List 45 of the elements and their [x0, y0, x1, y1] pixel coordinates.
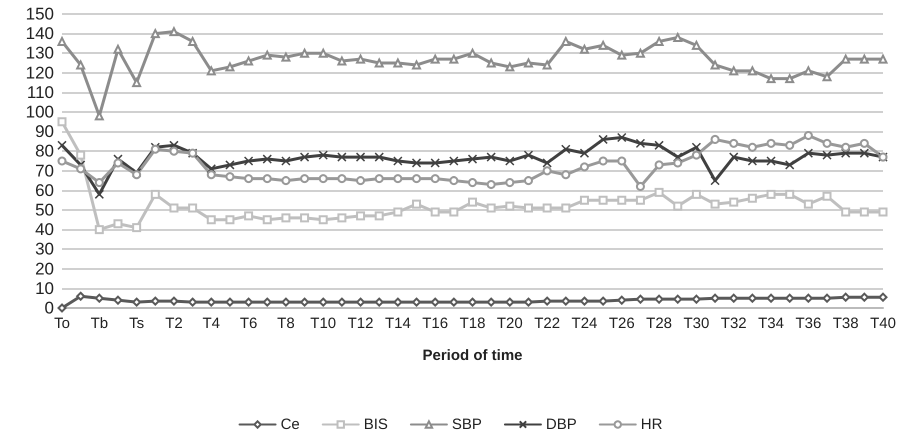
x-tick-label: T20: [496, 315, 523, 332]
legend-label: DBP: [546, 416, 577, 433]
y-tick-label: 120: [26, 63, 54, 82]
x-tick-label: T28: [646, 315, 672, 332]
x-tick-label: T32: [720, 315, 747, 332]
y-tick-label: 60: [35, 180, 54, 200]
x-tick-label: T24: [572, 315, 598, 332]
x-tick-label: T34: [758, 315, 784, 332]
y-tick-label: 70: [35, 161, 54, 180]
x-tick-label: T2: [165, 315, 183, 332]
x-tick-label: T12: [348, 315, 374, 332]
y-tick-label: 80: [35, 142, 54, 161]
x-tick-label: T10: [310, 315, 336, 332]
x-tick-label: To: [54, 315, 70, 332]
x-tick-label: T14: [384, 315, 411, 332]
y-tick-label: 10: [35, 278, 54, 298]
x-tick-label: T40: [870, 315, 896, 332]
x-tick-label: T6: [240, 315, 258, 332]
legend-label: BIS: [364, 416, 388, 433]
legend-label: SBP: [452, 416, 482, 433]
x-tick-label: T18: [460, 315, 486, 332]
y-tick-label: 20: [35, 259, 54, 278]
legend-label: HR: [640, 416, 663, 433]
x-axis-title: Period of time: [422, 347, 523, 364]
x-tick-label: Tb: [90, 315, 108, 332]
y-tick-label: 40: [35, 220, 54, 240]
x-tick-label: T38: [832, 315, 859, 332]
x-tick-label: T26: [608, 315, 635, 332]
x-tick-label: T8: [277, 315, 295, 332]
y-tick-label: 110: [26, 82, 54, 102]
y-tick-label: 0: [44, 298, 54, 318]
x-tick-label: T22: [534, 315, 560, 332]
y-tick-label: 130: [26, 44, 54, 63]
y-tick-label: 30: [35, 240, 54, 259]
legend-label: Ce: [280, 416, 300, 433]
y-tick-label: 140: [26, 24, 54, 44]
x-tick-label: T4: [202, 315, 220, 332]
y-tick-label: 90: [35, 122, 54, 142]
x-tick-label: Ts: [129, 315, 144, 332]
x-tick-label: T30: [683, 315, 710, 332]
y-tick-label: 100: [26, 102, 54, 122]
x-tick-label: T36: [795, 315, 822, 332]
y-tick-label: 150: [26, 4, 54, 24]
y-tick-label: 50: [35, 200, 54, 220]
x-tick-label: T16: [422, 315, 448, 332]
